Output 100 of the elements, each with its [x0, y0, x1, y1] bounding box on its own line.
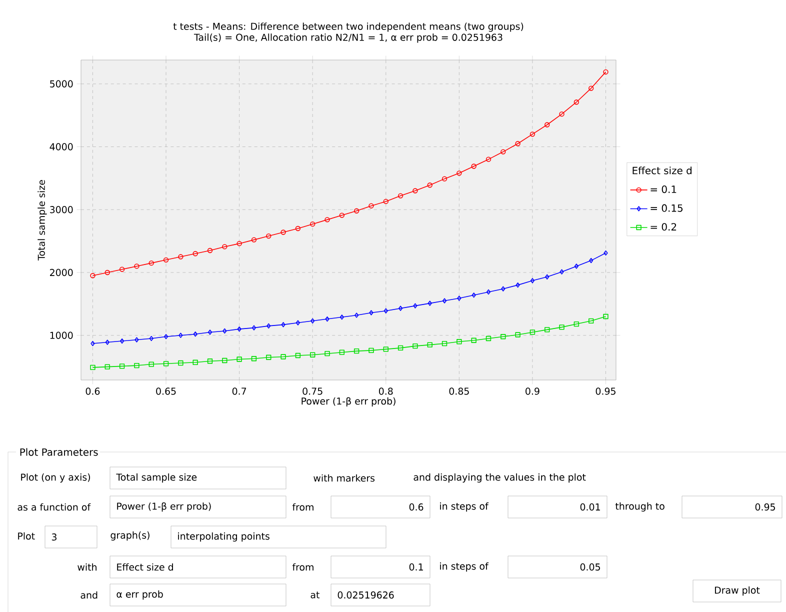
point [428, 300, 432, 306]
point [310, 318, 315, 324]
y-tick-label: 1000 [50, 332, 73, 339]
point [295, 352, 301, 358]
point [207, 358, 213, 364]
point [398, 306, 403, 311]
chart-title: t tests - Means: Difference between two independent means (two groups) [173, 22, 524, 32]
point [516, 282, 520, 288]
text: through to [615, 502, 664, 512]
point [442, 298, 447, 304]
point [149, 336, 154, 342]
point [178, 360, 184, 366]
point [266, 233, 272, 239]
point [544, 327, 550, 332]
point [559, 111, 564, 117]
text: 0.01 [580, 503, 600, 511]
point [515, 141, 520, 146]
point [281, 322, 286, 328]
point [589, 258, 594, 264]
point [164, 334, 168, 340]
x-tick-label: 0.6 [86, 388, 100, 395]
point [192, 251, 198, 256]
point [515, 332, 520, 338]
text: Plot Parameters [20, 448, 98, 456]
point [90, 364, 96, 370]
point [120, 338, 124, 344]
point [412, 343, 418, 349]
x-tick-label: 0.8 [378, 388, 393, 395]
point [325, 316, 330, 322]
point [119, 364, 125, 369]
point [368, 348, 374, 354]
text: interpolating points [178, 532, 270, 542]
point [457, 296, 462, 301]
text: 0.02519626 [338, 591, 394, 599]
text: from [292, 503, 314, 511]
point [208, 330, 212, 335]
y-axis-title: Total sample size [38, 180, 47, 260]
point [471, 164, 476, 169]
point [236, 356, 242, 362]
point [530, 330, 536, 335]
text: 0.95 [755, 503, 775, 511]
point [104, 270, 110, 276]
chart-subtitle: Tail(s) = One, Allocation ratio N2/N1 = 1, α err prob = 0.0251963 [194, 34, 502, 43]
text: Total sample size [116, 473, 197, 483]
point [472, 292, 476, 298]
point [324, 351, 330, 356]
point [105, 340, 110, 345]
point [383, 198, 388, 204]
point [427, 182, 432, 188]
text: in steps of [440, 502, 489, 512]
point [280, 230, 286, 235]
x-axis-title: Power (1-β err prob) [302, 397, 396, 407]
point [251, 237, 257, 242]
point [222, 358, 228, 364]
point [163, 257, 169, 263]
point [442, 340, 448, 346]
point [340, 314, 344, 320]
x-tick-label: 0.65 [156, 388, 176, 395]
point [354, 348, 360, 354]
point [296, 320, 300, 326]
point [442, 176, 448, 182]
text: from [292, 563, 314, 571]
point [500, 149, 506, 154]
point [310, 221, 316, 227]
point [427, 342, 432, 348]
point [207, 248, 213, 254]
point [134, 362, 140, 368]
x-tick-label: 0.9 [526, 388, 540, 395]
point [148, 260, 154, 266]
text: Plot (on y axis) [21, 473, 90, 483]
x-tick-label: 0.85 [449, 388, 469, 395]
point [501, 286, 506, 292]
point [119, 266, 125, 272]
point [574, 100, 580, 105]
text: Effect size d [117, 563, 173, 571]
point [412, 188, 418, 194]
point [603, 314, 608, 320]
text: α err prob [116, 590, 163, 600]
point [574, 321, 580, 327]
point [236, 240, 242, 246]
point [193, 332, 198, 337]
point [324, 217, 330, 222]
text: and [80, 591, 98, 599]
text: with markers [314, 474, 375, 482]
y-tick-label: 5000 [50, 80, 73, 88]
point [500, 334, 506, 340]
text: graph(s) [110, 531, 150, 541]
y-tick-label: 2000 [50, 268, 73, 276]
point [530, 132, 536, 137]
point [266, 323, 271, 329]
text: 0.6 [409, 503, 424, 511]
point [178, 332, 183, 338]
x-tick-label: 0.7 [232, 388, 246, 395]
text: with [78, 563, 96, 571]
text: Plot [18, 532, 35, 540]
point [134, 264, 140, 269]
point [588, 318, 594, 324]
point [354, 312, 359, 318]
point [398, 345, 404, 351]
text: 0.1 [409, 563, 423, 571]
